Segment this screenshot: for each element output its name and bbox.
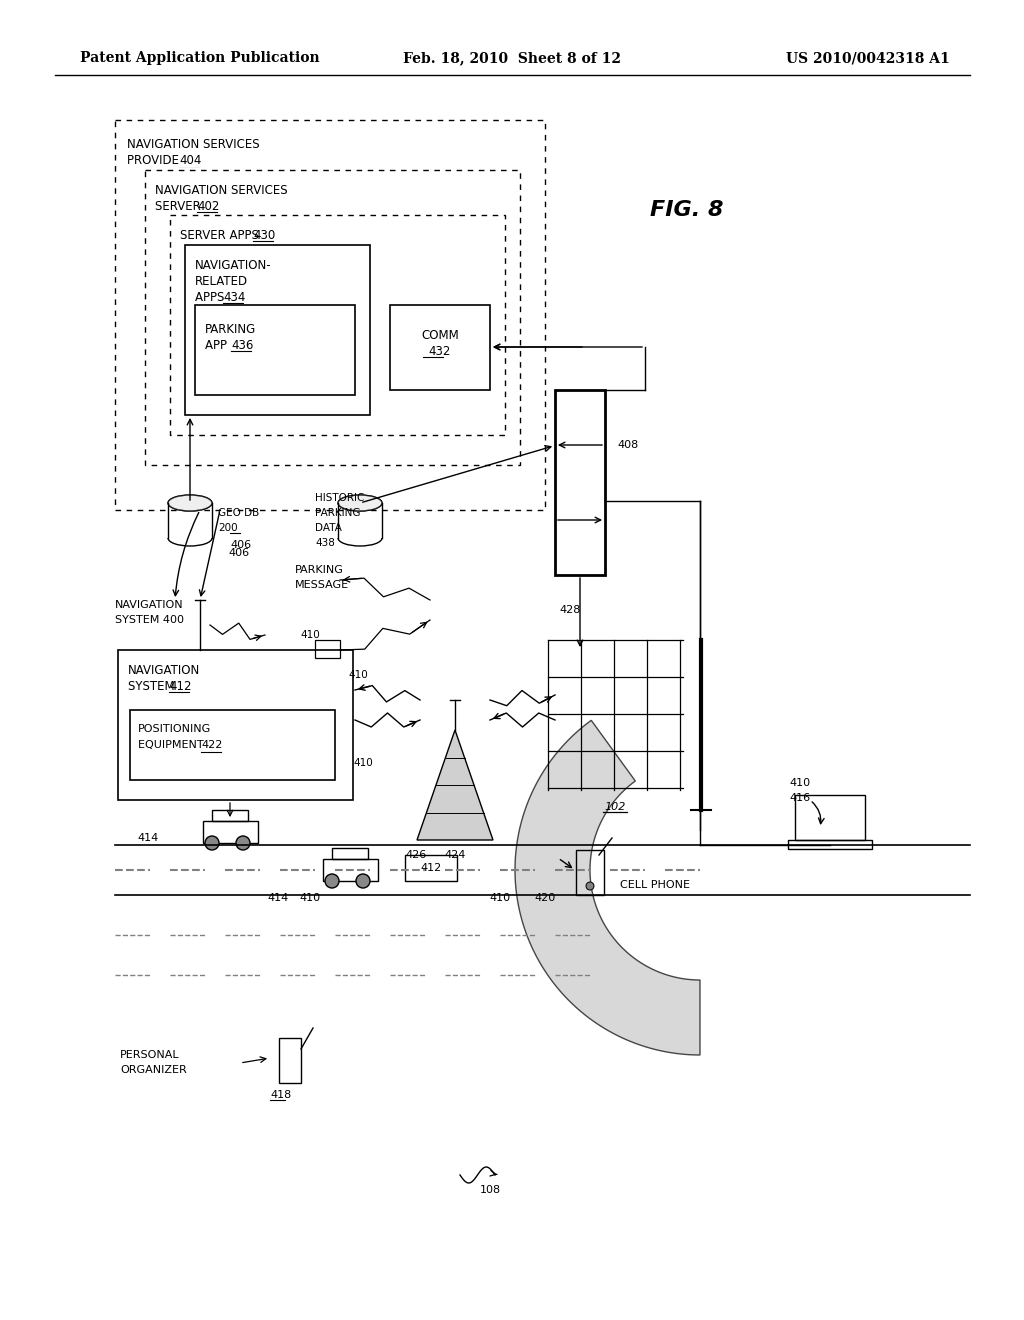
Text: 108: 108 bbox=[479, 1185, 501, 1195]
Circle shape bbox=[586, 882, 594, 890]
Text: PARKING: PARKING bbox=[205, 323, 256, 337]
Text: 412: 412 bbox=[169, 680, 191, 693]
Text: 410: 410 bbox=[353, 758, 373, 768]
Text: FIG. 8: FIG. 8 bbox=[650, 201, 724, 220]
Text: APPS: APPS bbox=[195, 290, 228, 304]
Text: 410: 410 bbox=[300, 630, 319, 640]
Bar bbox=[170, 215, 505, 436]
Text: 424: 424 bbox=[444, 850, 466, 861]
Text: PROVIDER: PROVIDER bbox=[127, 154, 190, 168]
Text: 406: 406 bbox=[228, 548, 249, 558]
Text: 406: 406 bbox=[230, 540, 251, 550]
Bar bbox=[115, 120, 545, 510]
Text: 432: 432 bbox=[429, 345, 452, 358]
Text: SERVER APPS: SERVER APPS bbox=[180, 228, 262, 242]
Text: 422: 422 bbox=[201, 741, 222, 750]
Bar bbox=[185, 246, 370, 414]
Bar bbox=[390, 305, 490, 389]
Bar bbox=[323, 859, 378, 880]
Bar bbox=[575, 850, 604, 895]
Text: EQUIPMENT: EQUIPMENT bbox=[138, 741, 207, 750]
Text: 412: 412 bbox=[421, 863, 441, 873]
Circle shape bbox=[325, 874, 339, 888]
Text: 404: 404 bbox=[179, 154, 202, 168]
Text: NAVIGATION SERVICES: NAVIGATION SERVICES bbox=[155, 183, 288, 197]
Text: ORGANIZER: ORGANIZER bbox=[120, 1065, 186, 1074]
Text: 418: 418 bbox=[270, 1090, 291, 1100]
Circle shape bbox=[236, 836, 250, 850]
Text: NAVIGATION-: NAVIGATION- bbox=[195, 259, 271, 272]
Text: US 2010/0042318 A1: US 2010/0042318 A1 bbox=[786, 51, 950, 65]
Text: DATA: DATA bbox=[315, 523, 342, 533]
Text: 414: 414 bbox=[137, 833, 159, 843]
Bar bbox=[279, 1038, 301, 1082]
Text: COMM: COMM bbox=[421, 329, 459, 342]
Ellipse shape bbox=[338, 495, 382, 511]
Text: 438: 438 bbox=[315, 539, 335, 548]
Bar bbox=[195, 305, 355, 395]
Text: MESSAGE: MESSAGE bbox=[295, 579, 349, 590]
Polygon shape bbox=[417, 730, 493, 840]
Text: PARKING: PARKING bbox=[315, 508, 360, 517]
Bar bbox=[555, 389, 605, 576]
Text: 410: 410 bbox=[790, 777, 811, 788]
Text: 410: 410 bbox=[348, 671, 368, 680]
Text: 102: 102 bbox=[604, 803, 626, 812]
Text: HISTORIC: HISTORIC bbox=[315, 492, 365, 503]
Text: PARKING: PARKING bbox=[295, 565, 344, 576]
Text: 420: 420 bbox=[535, 894, 556, 903]
Text: NAVIGATION: NAVIGATION bbox=[115, 601, 183, 610]
Text: 430: 430 bbox=[253, 228, 275, 242]
Text: RELATED: RELATED bbox=[195, 275, 248, 288]
Ellipse shape bbox=[168, 495, 212, 511]
Circle shape bbox=[356, 874, 370, 888]
Text: 434: 434 bbox=[223, 290, 246, 304]
Text: 426: 426 bbox=[406, 850, 426, 861]
Text: 402: 402 bbox=[197, 201, 219, 213]
Text: GEO DB: GEO DB bbox=[218, 508, 259, 517]
Text: 428: 428 bbox=[559, 605, 581, 615]
Ellipse shape bbox=[338, 495, 382, 511]
Text: APP: APP bbox=[205, 339, 230, 352]
Text: NAVIGATION SERVICES: NAVIGATION SERVICES bbox=[127, 139, 260, 150]
Bar bbox=[130, 710, 335, 780]
Text: POSITIONING: POSITIONING bbox=[138, 723, 211, 734]
Bar bbox=[795, 795, 865, 840]
Text: 410: 410 bbox=[299, 894, 321, 903]
Bar bbox=[203, 821, 258, 843]
Bar bbox=[145, 170, 520, 465]
Text: 416: 416 bbox=[790, 793, 811, 803]
Text: SERVER: SERVER bbox=[155, 201, 205, 213]
Ellipse shape bbox=[168, 495, 212, 511]
Text: 414: 414 bbox=[267, 894, 289, 903]
Text: 410: 410 bbox=[489, 894, 511, 903]
Bar bbox=[118, 649, 353, 800]
Text: 200: 200 bbox=[218, 523, 238, 533]
Bar bbox=[406, 855, 457, 880]
Bar bbox=[332, 847, 368, 859]
Text: CELL PHONE: CELL PHONE bbox=[620, 880, 690, 890]
Text: Feb. 18, 2010  Sheet 8 of 12: Feb. 18, 2010 Sheet 8 of 12 bbox=[403, 51, 621, 65]
Bar bbox=[212, 810, 248, 821]
Text: NAVIGATION: NAVIGATION bbox=[128, 664, 201, 677]
Bar bbox=[315, 640, 340, 657]
Text: 408: 408 bbox=[617, 440, 638, 450]
Text: SYSTEM 400: SYSTEM 400 bbox=[115, 615, 184, 624]
Text: SYSTEM: SYSTEM bbox=[128, 680, 178, 693]
Polygon shape bbox=[515, 721, 700, 1055]
Circle shape bbox=[205, 836, 219, 850]
Bar bbox=[788, 840, 872, 849]
Text: Patent Application Publication: Patent Application Publication bbox=[80, 51, 319, 65]
Text: PERSONAL: PERSONAL bbox=[120, 1049, 179, 1060]
Text: 436: 436 bbox=[231, 339, 253, 352]
